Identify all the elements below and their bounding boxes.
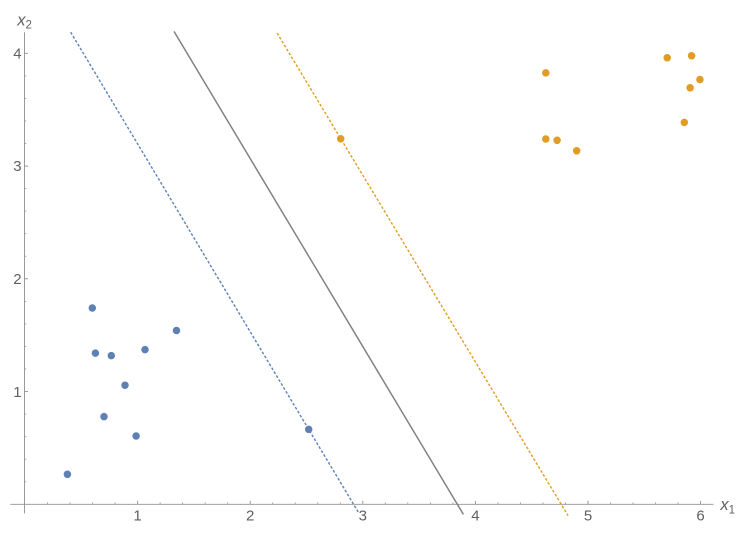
svg-text:4: 4 xyxy=(471,507,479,524)
svg-text:2: 2 xyxy=(246,507,254,524)
svg-text:2: 2 xyxy=(13,271,21,288)
svg-text:6: 6 xyxy=(696,507,704,524)
svg-text:1: 1 xyxy=(13,384,21,401)
svg-text:4: 4 xyxy=(13,46,21,63)
svg-text:3: 3 xyxy=(359,507,367,524)
svg-text:3: 3 xyxy=(13,158,21,175)
svg-text:5: 5 xyxy=(584,507,592,524)
svg-text:1: 1 xyxy=(133,507,141,524)
